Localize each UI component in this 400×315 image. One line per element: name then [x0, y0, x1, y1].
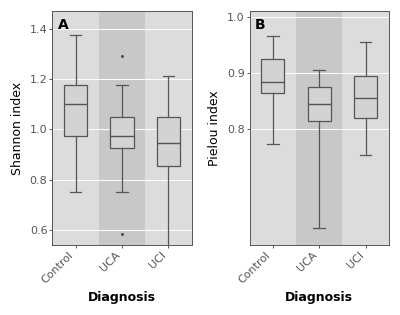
- Bar: [250, 11, 296, 245]
- PathPatch shape: [261, 59, 284, 93]
- PathPatch shape: [354, 76, 377, 118]
- PathPatch shape: [308, 87, 331, 121]
- Y-axis label: Pielou index: Pielou index: [208, 90, 221, 166]
- Bar: [342, 11, 389, 245]
- Bar: [145, 11, 192, 245]
- Text: B: B: [255, 18, 266, 32]
- Y-axis label: Shannon index: Shannon index: [11, 82, 24, 175]
- PathPatch shape: [157, 117, 180, 166]
- Bar: [52, 11, 99, 245]
- X-axis label: Diagnosis: Diagnosis: [285, 291, 353, 304]
- PathPatch shape: [64, 85, 87, 135]
- X-axis label: Diagnosis: Diagnosis: [88, 291, 156, 304]
- PathPatch shape: [110, 117, 134, 148]
- Bar: [99, 11, 145, 245]
- Text: A: A: [58, 18, 69, 32]
- Bar: [296, 11, 342, 245]
